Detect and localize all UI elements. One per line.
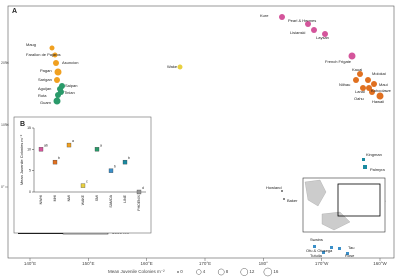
- x-tick-label: NWHI: [39, 195, 43, 204]
- y-tick-label: 0: [29, 190, 31, 194]
- inset-chart-frame: [13, 116, 152, 234]
- data-point: [122, 159, 128, 165]
- legend-circle: [240, 268, 249, 276]
- legend-label: 4: [203, 269, 206, 274]
- island-label: Guam: [40, 100, 52, 105]
- island-markers: [49, 14, 384, 255]
- island-label: Kingman: [366, 152, 382, 157]
- y-tick-label: 10: [27, 147, 31, 151]
- island-label: Tutuila: [310, 253, 323, 258]
- legend-label: 16: [273, 269, 279, 274]
- island-label: French Frigate: [325, 59, 352, 64]
- island-label: Palmyra: [370, 167, 385, 172]
- significance-letter: b: [58, 156, 60, 160]
- legend: Mean Juvenile Colonies m⁻² 0 4 8 12 16: [108, 267, 279, 277]
- lon-label: 170°E: [199, 261, 211, 266]
- x-tick-label: SAMOA: [109, 194, 113, 207]
- island-label: Rota: [38, 93, 47, 98]
- island-label: Lanai: [355, 89, 365, 94]
- data-point: [136, 189, 142, 195]
- legend-circle: [176, 270, 180, 274]
- data-point: [94, 147, 100, 152]
- lon-labels: 140°E 150°E 160°E 170°E 180° 170°W 160°W: [24, 258, 388, 266]
- island-label: Molokai: [372, 71, 386, 76]
- island-label: Rose: [345, 253, 355, 258]
- island-label: Kure: [260, 13, 269, 18]
- data-point: [108, 168, 114, 173]
- x-tick-label: SMI: [95, 195, 99, 201]
- inset-chart: 0 5 10 15 NWHI ab MHI b NMI a WAKE c SMI a SAMOA b LINE b…: [27, 126, 146, 211]
- lon-label: 180°: [259, 261, 269, 266]
- data-point: [52, 159, 58, 165]
- lon-label: 160°W: [373, 261, 387, 266]
- legend-circle: [196, 269, 202, 275]
- lat-label: 0°: [1, 185, 5, 189]
- island-label: Kahoolawe: [371, 88, 392, 93]
- island-label: Hawaii: [372, 99, 384, 104]
- island-label: Baker: [287, 198, 298, 203]
- island-labels: Kure Pearl & Hermes Lisianski Laysan Fre…: [26, 13, 392, 258]
- island-label: Kauai: [352, 67, 362, 72]
- significance-letter: b: [128, 156, 130, 160]
- lon-label: 140°E: [24, 261, 36, 266]
- island-label: Asuncion: [62, 60, 78, 65]
- island-label: Laysan: [316, 35, 329, 40]
- island-label: Farallon de Pajaros: [26, 52, 61, 57]
- island-label: Pagan: [40, 68, 52, 73]
- chart-title: B: [20, 121, 25, 128]
- island-label: Howland: [266, 185, 282, 190]
- locator-map: [302, 177, 386, 233]
- lat-label: 20°N: [1, 61, 9, 65]
- island-label: Pearl & Hermes: [288, 18, 316, 23]
- lat-labels: 20°N 10°N 0°: [1, 61, 9, 189]
- legend-label: 0: [180, 269, 183, 274]
- lon-label: 160°E: [141, 261, 153, 266]
- island-label: Maui: [379, 82, 388, 87]
- island-label: Ofu & Olosega: [306, 248, 333, 253]
- data-point: [38, 147, 44, 152]
- data-point: [66, 142, 72, 148]
- legend-label: 12: [249, 269, 255, 274]
- island-label: Lisianski: [290, 30, 305, 35]
- island-label: Swains: [310, 237, 323, 242]
- x-tick-label: WAKE: [81, 194, 85, 205]
- y-axis-label: Mean Juvenile Colonies m⁻²: [19, 134, 24, 185]
- significance-letter: b: [114, 165, 116, 169]
- y-tick-label: 15: [27, 126, 31, 130]
- x-tick-label: MHI: [53, 195, 57, 201]
- lat-label: 10°N: [1, 123, 9, 127]
- island-label: Tau: [348, 245, 354, 250]
- island-label: Aguijan: [38, 86, 51, 91]
- island-label: Sarigan: [38, 77, 52, 82]
- island-label: Saipan: [65, 83, 77, 88]
- island-label: Niihau: [339, 82, 350, 87]
- legend-label: 8: [226, 269, 229, 274]
- island-label: Tinian: [64, 90, 75, 95]
- significance-letter: a: [72, 139, 74, 143]
- significance-letter: a: [100, 143, 102, 147]
- legend-circle: [217, 268, 225, 276]
- significance-letter: d: [142, 186, 144, 190]
- significance-letter: ab: [44, 143, 48, 147]
- lon-label: 170°W: [315, 261, 329, 266]
- island-label: Wake: [167, 64, 178, 69]
- lon-label: 150°E: [82, 261, 94, 266]
- y-tick-label: 5: [29, 169, 31, 173]
- panel-label: A: [12, 8, 17, 15]
- island-label: Maug: [26, 42, 36, 47]
- legend-title: Mean Juvenile Colonies m⁻²: [108, 269, 165, 274]
- x-tick-label: LINE: [123, 194, 127, 202]
- island-label: Oahu: [354, 96, 364, 101]
- legend-circle: [263, 267, 273, 277]
- x-tick-label: PHOENIX: [137, 194, 141, 210]
- x-tick-label: NMI: [67, 195, 71, 201]
- data-point: [80, 183, 86, 188]
- significance-letter: c: [86, 180, 88, 184]
